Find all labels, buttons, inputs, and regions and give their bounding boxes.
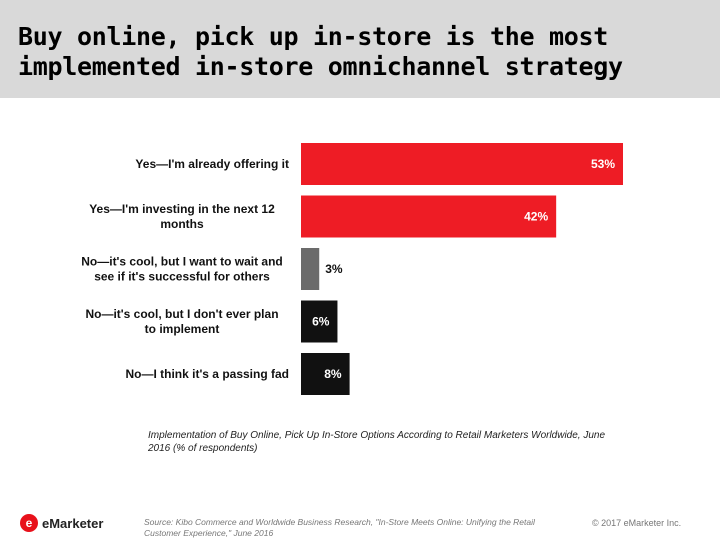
category-label-2-line-1: Yes—I'm investing in the next 12 [89,202,275,216]
bar-3 [301,248,320,290]
chart-caption: Implementation of Buy Online, Pick Up In… [148,430,606,454]
category-label-4-line-2: to implement [145,322,220,336]
bar-5 [301,353,350,395]
category-label-1-line-1: Yes—I'm already offering it [135,157,289,171]
bar-value-label-5: 8% [324,367,342,381]
category-label-3-line-1: No—it's cool, but I want to wait and [81,255,283,269]
category-label-3-line-2: see if it's successful for others [94,270,270,284]
source-note: Source: Kibo Commerce and Worldwide Busi… [144,517,535,538]
bar-value-label-1: 53% [591,157,615,171]
category-label-4-line-1: No—it's cool, but I don't ever plan [85,307,278,321]
bar-1 [301,143,623,185]
bar-2 [301,195,557,238]
emarketer-logo: e eMarketer [20,513,103,533]
slide-title: Buy online, pick up in-store is the most… [18,22,623,81]
title-banner [0,0,720,98]
emarketer-logo-icon: e [20,514,38,532]
bar-value-label-2: 42% [524,210,548,224]
copyright-notice: © 2017 eMarketer Inc. [592,518,682,528]
bar-value-label-4: 6% [312,315,330,329]
category-label-2-line-2: months [160,217,204,231]
category-label-5-line-1: No—I think it's a passing fad [125,367,289,381]
emarketer-logo-text: eMarketer [42,515,104,531]
bar-value-label-3: 3% [325,262,343,276]
bar-4 [301,300,338,343]
